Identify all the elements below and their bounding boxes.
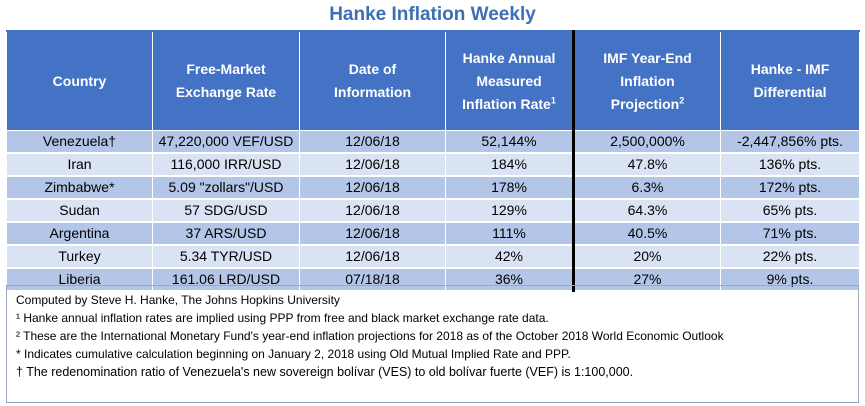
header-row: Country Free-Market Exchange Rate Date o… — [6, 30, 860, 131]
header-line: Hanke Annual — [462, 49, 556, 66]
cell-exchange-rate: 47,220,000 VEF/USD — [152, 130, 300, 154]
cell-country: Venezuela† — [6, 130, 153, 154]
cell-hanke-rate: 42% — [445, 244, 574, 269]
cell-date: 12/06/18 — [299, 175, 446, 200]
page-title: Hanke Inflation Weekly — [329, 4, 536, 25]
cell-differential: 172% pts. — [720, 175, 860, 200]
header-line: Free-Market — [186, 61, 266, 77]
footnote-1: ¹ Hanke annual inflation rates are impli… — [16, 311, 549, 325]
header-line: Date of — [348, 61, 397, 77]
cell-exchange-rate: 57 SDG/USD — [152, 198, 300, 223]
header-line: Differential — [753, 84, 827, 100]
table-row: Zimbabwe* 5.09 "zollars"/USD 12/06/18 17… — [6, 175, 860, 200]
footnote-asterisk: * Indicates cumulative calculation begin… — [16, 347, 571, 361]
cell-hanke-rate: 52,144% — [445, 130, 574, 154]
cell-date: 12/06/18 — [299, 221, 446, 246]
cell-imf-projection: 2,500,000% — [572, 130, 721, 154]
cell-differential: -2,447,856% pts. — [720, 130, 860, 154]
inflation-table: Country Free-Market Exchange Rate Date o… — [6, 30, 860, 292]
footnote-credit: Computed by Steve H. Hanke, The Johns Ho… — [16, 293, 340, 307]
cell-imf-projection: 20% — [572, 244, 721, 269]
table-row: Sudan 57 SDG/USD 12/06/18 129% 64.3% 65%… — [6, 198, 860, 223]
cell-imf-projection: 47.8% — [572, 152, 721, 177]
footnote-marker: 1 — [550, 94, 556, 105]
cell-imf-projection: 40.5% — [572, 221, 721, 246]
cell-country: Turkey — [6, 244, 153, 269]
footnote-marker: 2 — [679, 94, 685, 105]
table-row: Venezuela† 47,220,000 VEF/USD 12/06/18 5… — [6, 130, 860, 154]
cell-country: Argentina — [6, 221, 153, 246]
header-line: Inflation — [620, 72, 675, 89]
cell-date: 12/06/18 — [299, 244, 446, 269]
header-hanke-rate: Hanke Annual Measured Inflation Rate1 — [445, 30, 574, 131]
cell-date: 12/06/18 — [299, 152, 446, 177]
footnote-dagger: † The redenomination ratio of Venezuela'… — [16, 365, 634, 379]
cell-country: Zimbabwe* — [6, 175, 153, 200]
footnotes-box: Computed by Steve H. Hanke, The Johns Ho… — [6, 285, 859, 403]
cell-hanke-rate: 184% — [445, 152, 574, 177]
cell-hanke-rate: 178% — [445, 175, 574, 200]
header-line: Hanke - IMF — [750, 61, 830, 77]
table-row: Argentina 37 ARS/USD 12/06/18 111% 40.5%… — [6, 221, 860, 246]
cell-differential: 136% pts. — [720, 152, 860, 177]
cell-date: 12/06/18 — [299, 130, 446, 154]
header-exchange-rate: Free-Market Exchange Rate — [152, 30, 300, 131]
cell-country: Sudan — [6, 198, 153, 223]
cell-differential: 22% pts. — [720, 244, 860, 269]
cell-date: 12/06/18 — [299, 198, 446, 223]
header-date: Date of Information — [299, 30, 446, 131]
cell-exchange-rate: 5.09 "zollars"/USD — [152, 175, 300, 200]
header-line: Exchange Rate — [175, 84, 277, 100]
inflation-table-container: Country Free-Market Exchange Rate Date o… — [6, 30, 860, 292]
header-line: Inflation Rate — [462, 95, 551, 112]
cell-imf-projection: 6.3% — [572, 175, 721, 200]
footnote-2: ² These are the International Monetary F… — [16, 329, 724, 343]
header-imf-projection: IMF Year-End Inflation Projection2 — [572, 30, 721, 131]
header-differential: Hanke - IMF Differential — [720, 30, 860, 131]
cell-hanke-rate: 129% — [445, 198, 574, 223]
header-line: Information — [334, 84, 411, 100]
table-row: Turkey 5.34 TYR/USD 12/06/18 42% 20% 22%… — [6, 244, 860, 269]
header-line: Projection — [610, 95, 680, 112]
cell-exchange-rate: 116,000 IRR/USD — [152, 152, 300, 177]
header-country: Country — [6, 30, 153, 131]
cell-imf-projection: 64.3% — [572, 198, 721, 223]
cell-hanke-rate: 111% — [445, 221, 574, 246]
header-line: Country — [52, 72, 107, 89]
cell-country: Iran — [6, 152, 153, 177]
cell-differential: 71% pts. — [720, 221, 860, 246]
header-line: Measured — [476, 72, 542, 89]
cell-exchange-rate: 5.34 TYR/USD — [152, 244, 300, 269]
table-row: Iran 116,000 IRR/USD 12/06/18 184% 47.8%… — [6, 152, 860, 177]
cell-differential: 65% pts. — [720, 198, 860, 223]
header-line: IMF Year-End — [603, 49, 692, 66]
cell-exchange-rate: 37 ARS/USD — [152, 221, 300, 246]
